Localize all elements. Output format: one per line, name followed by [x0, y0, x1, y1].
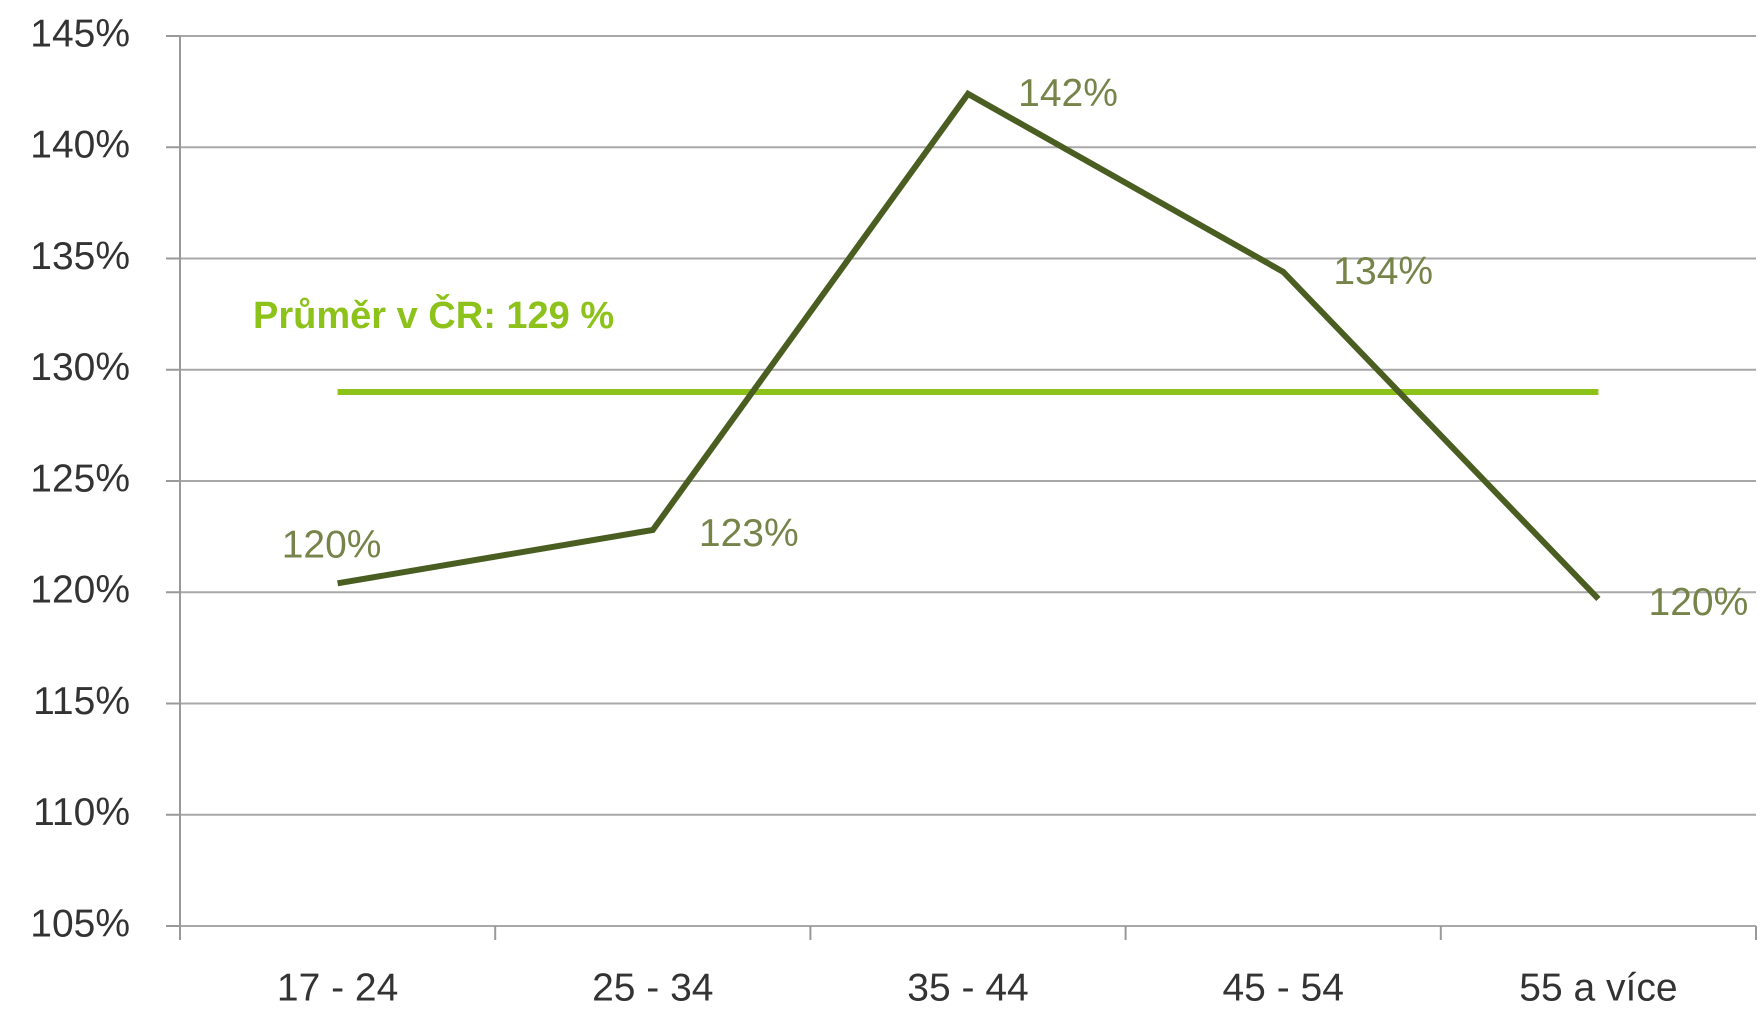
y-tick-label: 105%: [30, 902, 130, 945]
y-tick-label: 145%: [30, 12, 130, 55]
y-tick-label: 140%: [30, 124, 130, 167]
y-tick-label: 135%: [30, 235, 130, 278]
x-tick-label: 17 - 24: [277, 966, 398, 1009]
data-label: 134%: [1333, 250, 1433, 293]
data-label: 120%: [1649, 581, 1749, 624]
x-tick-label: 55 a více: [1519, 966, 1677, 1009]
x-tick-label: 45 - 54: [1222, 966, 1343, 1009]
data-label: 123%: [699, 512, 799, 555]
x-tick-label: 25 - 34: [592, 966, 713, 1009]
x-tick-label: 35 - 44: [907, 966, 1028, 1009]
y-tick-label: 130%: [30, 346, 130, 389]
y-tick-label: 125%: [30, 457, 130, 500]
y-tick-label: 115%: [33, 680, 130, 723]
data-label: 120%: [282, 524, 382, 567]
data-label: 142%: [1018, 72, 1118, 115]
data-line: [337, 89, 1601, 602]
reference-label: Průměr v ČR: 129 %: [253, 292, 614, 337]
y-tick-label: 120%: [30, 569, 130, 612]
y-tick-label: 110%: [33, 791, 130, 834]
